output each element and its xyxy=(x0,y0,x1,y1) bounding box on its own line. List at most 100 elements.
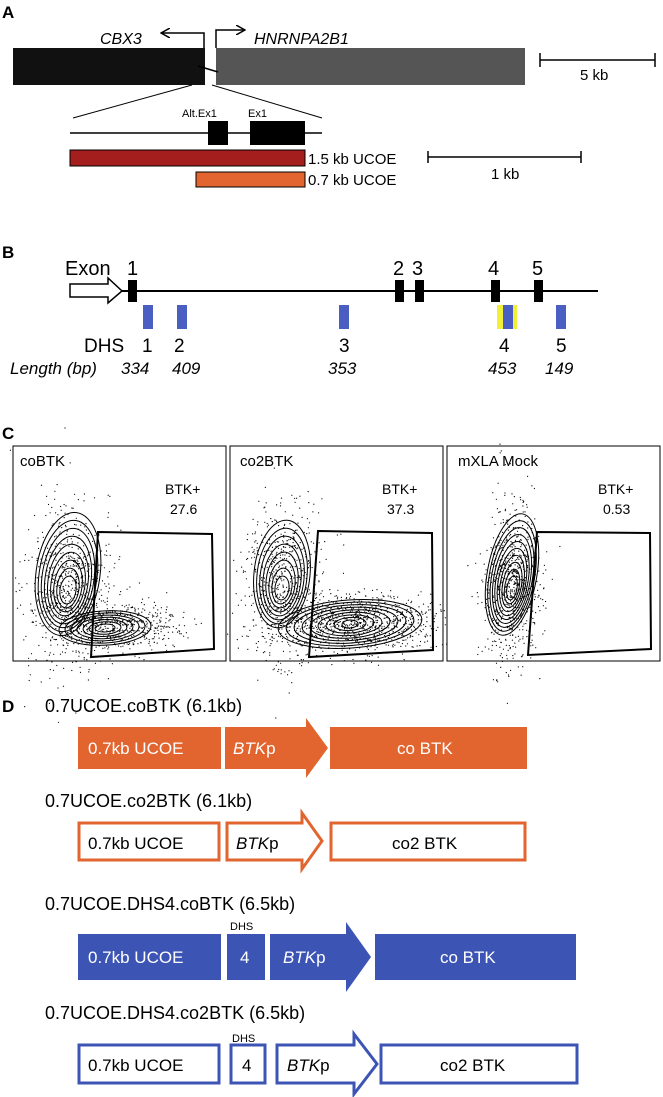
event-dot xyxy=(269,652,271,654)
event-dot xyxy=(64,567,66,569)
event-dot xyxy=(87,637,90,640)
event-dot xyxy=(102,600,105,602)
event-dot xyxy=(71,584,73,586)
event-dot xyxy=(512,596,514,598)
event-dot xyxy=(369,628,371,631)
event-dot xyxy=(367,610,370,612)
event-dot xyxy=(492,537,495,539)
event-dot xyxy=(337,589,339,591)
event-dot xyxy=(296,637,298,639)
event-dot xyxy=(114,620,116,623)
event-dot xyxy=(133,621,136,623)
ucoe-label: 0.7kb UCOE xyxy=(88,834,183,853)
event-dot xyxy=(87,554,89,556)
event-dot xyxy=(530,645,532,647)
event-dot xyxy=(288,670,290,672)
event-dot xyxy=(397,609,399,611)
event-dot xyxy=(504,510,506,512)
event-dot xyxy=(343,633,346,635)
event-dot xyxy=(82,586,84,588)
event-dot xyxy=(73,600,75,602)
event-dot xyxy=(280,662,282,664)
event-dot xyxy=(102,647,104,650)
event-dot xyxy=(62,577,64,579)
event-dot xyxy=(395,618,397,620)
event-dot xyxy=(497,572,499,574)
event-dot xyxy=(146,637,148,639)
event-dot xyxy=(45,563,47,565)
event-dot xyxy=(482,581,484,583)
event-dot xyxy=(270,609,272,612)
event-dot xyxy=(519,554,521,556)
event-dot xyxy=(387,595,389,597)
event-dot xyxy=(501,660,503,663)
event-dot xyxy=(278,525,280,527)
event-dot xyxy=(261,534,263,536)
event-dot xyxy=(106,600,108,603)
event-dot xyxy=(495,644,497,647)
event-dot xyxy=(358,634,360,637)
event-dot xyxy=(481,579,483,581)
event-dot xyxy=(261,579,263,582)
event-dot xyxy=(42,561,44,563)
event-dot xyxy=(165,611,167,614)
event-dot xyxy=(153,615,155,617)
event-dot xyxy=(330,593,332,595)
event-dot xyxy=(73,565,75,567)
event-dot xyxy=(63,517,65,519)
event-dot xyxy=(320,617,322,619)
event-dot xyxy=(172,644,174,646)
event-dot xyxy=(319,561,321,563)
event-dot xyxy=(267,597,269,600)
event-dot xyxy=(402,639,404,641)
event-dot xyxy=(274,541,276,544)
event-dot xyxy=(66,608,68,610)
event-dot xyxy=(403,629,405,631)
event-dot xyxy=(51,567,54,569)
event-dot xyxy=(526,629,528,631)
event-dot xyxy=(522,638,524,640)
gene-label: co BTK xyxy=(440,948,496,967)
event-dot xyxy=(407,620,410,622)
event-dot xyxy=(346,624,349,626)
event-dot xyxy=(405,645,407,647)
event-dot xyxy=(367,624,369,626)
event-dot xyxy=(185,632,187,634)
event-dot xyxy=(249,629,251,631)
event-dot xyxy=(62,685,65,687)
event-dot xyxy=(283,591,285,593)
event-dot xyxy=(52,615,54,617)
event-dot xyxy=(256,524,259,526)
event-dot xyxy=(153,601,155,604)
exon-3-box xyxy=(415,280,424,302)
event-dot xyxy=(75,651,77,653)
event-dot xyxy=(151,614,154,616)
event-dot xyxy=(508,586,510,588)
event-dot xyxy=(85,619,87,621)
event-dot xyxy=(492,679,494,681)
event-dot xyxy=(42,591,44,593)
event-dot xyxy=(376,610,378,612)
dhs-4-length: 453 xyxy=(488,359,517,378)
event-dot xyxy=(256,550,258,552)
event-dot xyxy=(513,586,515,589)
event-dot xyxy=(503,564,505,566)
event-dot xyxy=(145,620,147,623)
event-dot xyxy=(376,622,378,624)
event-dot xyxy=(169,619,171,621)
event-dot xyxy=(407,627,409,629)
event-dot xyxy=(103,567,105,569)
event-dot xyxy=(163,625,165,627)
event-dot xyxy=(289,651,291,653)
event-dot xyxy=(106,597,108,599)
event-dot xyxy=(111,620,113,622)
event-dot xyxy=(315,592,317,594)
event-dot xyxy=(308,532,310,534)
event-dot xyxy=(351,621,353,623)
event-dot xyxy=(536,580,538,583)
event-dot xyxy=(148,597,150,599)
event-dot xyxy=(356,640,359,642)
event-dot xyxy=(418,606,420,608)
event-dot xyxy=(284,671,286,673)
